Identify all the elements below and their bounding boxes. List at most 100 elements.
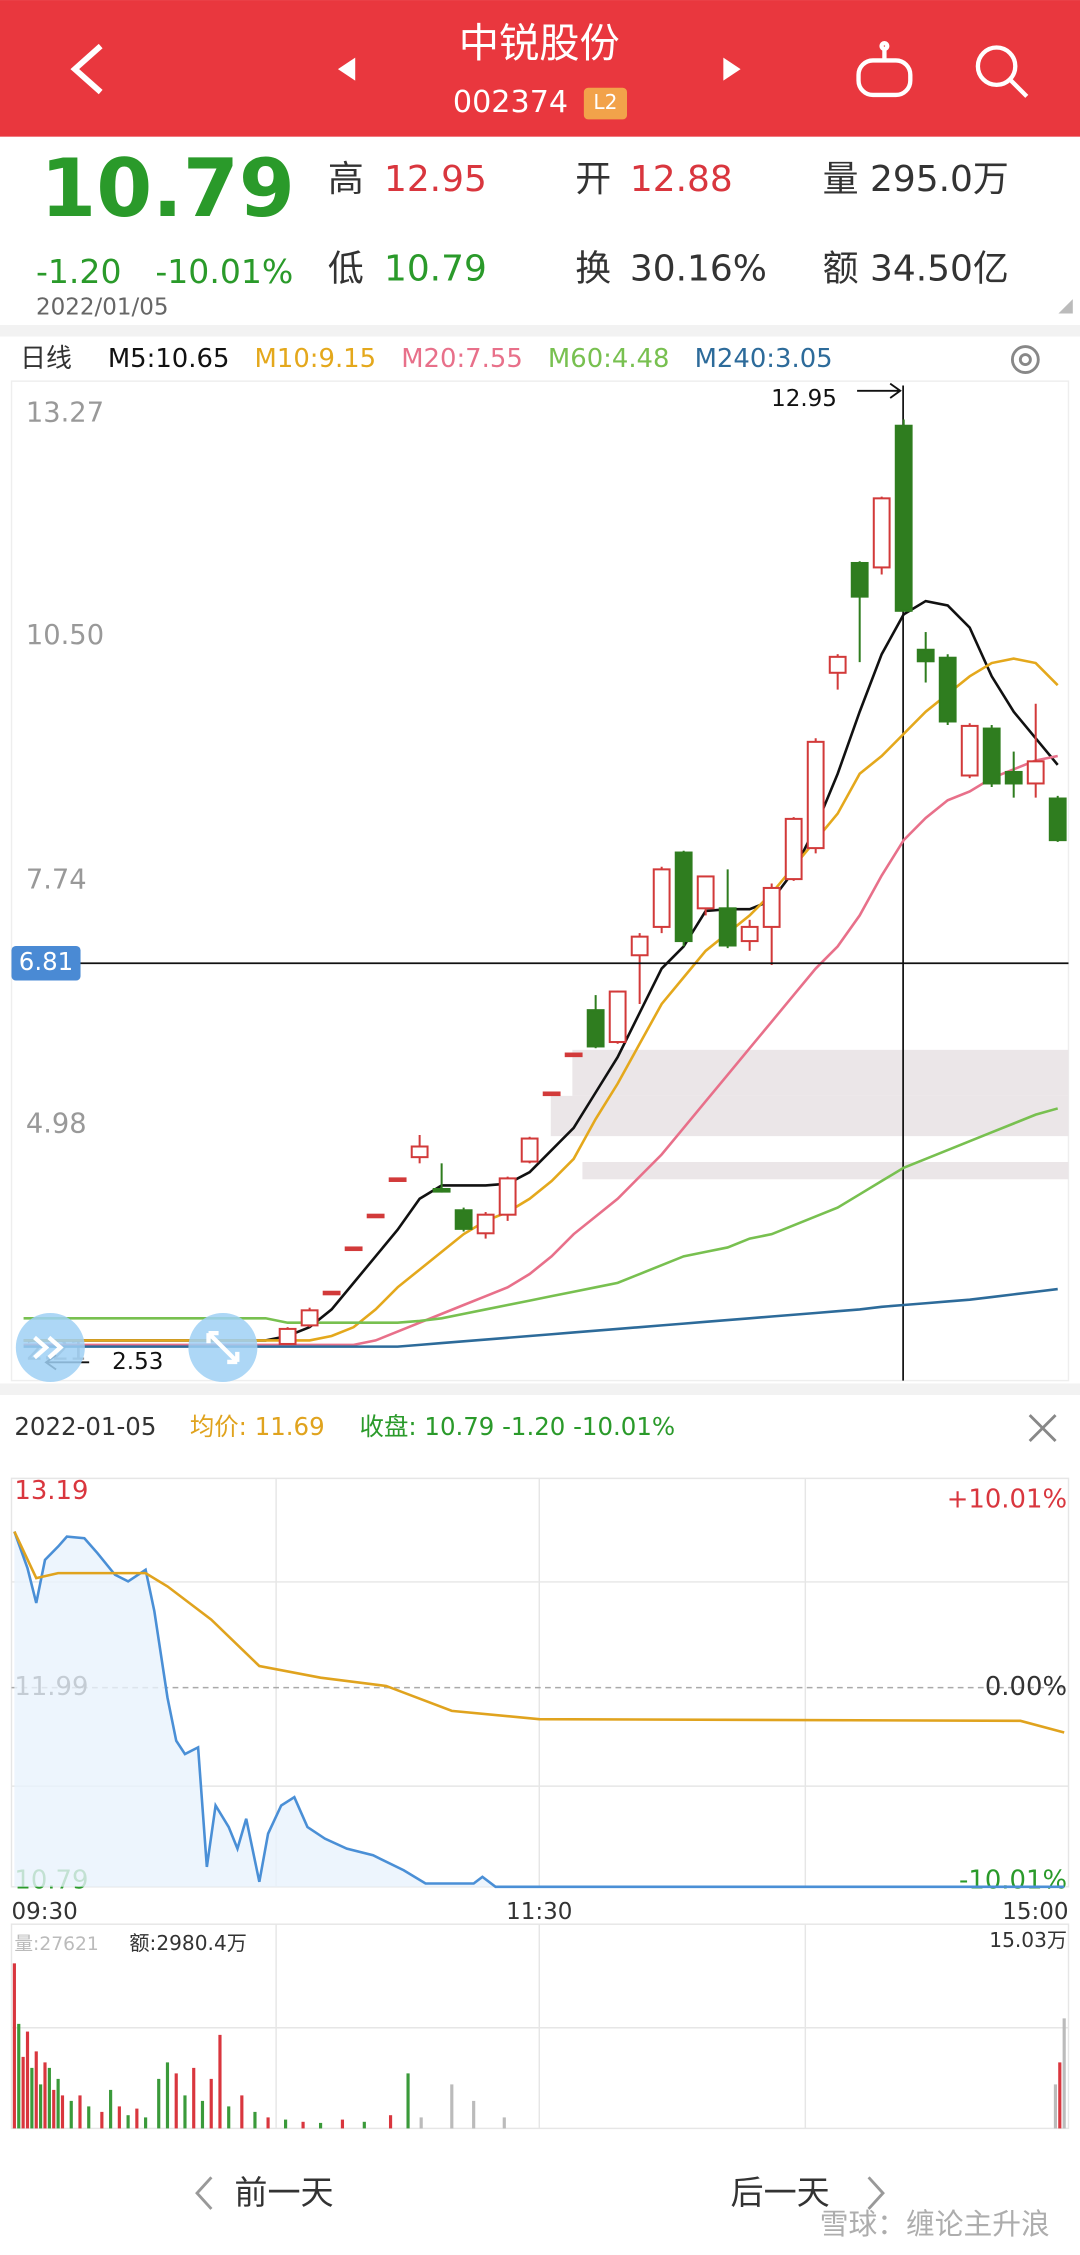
divider	[0, 1383, 1080, 1395]
candle-body	[850, 561, 869, 598]
volume-bar	[227, 2106, 231, 2129]
volume-bar	[17, 2023, 21, 2129]
stock-code: 002374	[453, 85, 568, 120]
next-stock[interactable]	[723, 57, 741, 81]
ma-legend: M20:7.55	[401, 344, 523, 374]
period[interactable]: 日线	[20, 344, 72, 374]
change-pct: -10.01%	[155, 252, 293, 291]
prev-day[interactable]: 前一天	[234, 2173, 333, 2212]
candle-body	[498, 1177, 517, 1216]
ma-line	[23, 1107, 1059, 1325]
volume-bar	[43, 2062, 47, 2129]
volume-bar	[1058, 2062, 1062, 2129]
robot-icon[interactable]	[856, 41, 913, 98]
ma-legend: M10:9.15	[255, 344, 377, 374]
crosshair-label: 6.81	[19, 947, 73, 976]
label: 低	[328, 248, 364, 289]
volume-bar	[69, 2100, 73, 2129]
volume-bar	[30, 2067, 34, 2129]
pct-label: 0.00%	[985, 1672, 1067, 1702]
close-price: 收盘: 10.79 -1.20 -10.01%	[360, 1412, 676, 1441]
candle-body	[960, 724, 979, 777]
expand-icon	[206, 1330, 240, 1365]
volume-bar	[388, 2115, 393, 2129]
value: 30.16%	[630, 248, 767, 289]
candle-body	[696, 875, 715, 910]
volume-bar	[266, 2117, 270, 2129]
avg-price: 均价: 11.69	[190, 1412, 325, 1441]
volume-bar	[135, 2108, 139, 2129]
header-bar	[0, 0, 1080, 137]
collapse-button[interactable]	[15, 1313, 85, 1383]
collapse-icon	[33, 1335, 64, 1360]
prev-stock[interactable]	[337, 57, 356, 81]
volume-bar	[52, 2089, 56, 2129]
volume-bar	[340, 2119, 345, 2129]
volume-bar	[109, 2089, 113, 2129]
candle-body	[366, 1213, 385, 1219]
back-button[interactable]	[70, 43, 103, 95]
y-tick-label: 13.27	[26, 398, 104, 429]
ma-legend: M5:10.65	[108, 344, 230, 374]
change: -1.20	[36, 252, 122, 291]
value: 10.79	[384, 248, 487, 289]
candle-body	[982, 727, 1001, 785]
volume-bar	[78, 2095, 82, 2129]
candle-body	[432, 1188, 451, 1193]
pct-label: -10.01%	[959, 1866, 1067, 1896]
badge-bg	[583, 87, 628, 120]
volume-bar	[502, 2117, 506, 2129]
avg-line	[13, 1531, 1065, 1734]
candle-body	[388, 1177, 407, 1182]
price: 10.79	[40, 141, 295, 235]
label: 额	[823, 248, 859, 289]
value: 34.50亿	[870, 248, 1009, 289]
volume-bar	[192, 2067, 196, 2129]
watermark: 雪球：缠论主升浪	[820, 2207, 1050, 2241]
candle-body	[674, 851, 693, 943]
ma-legend: M60:4.48	[548, 344, 670, 374]
settings-icon[interactable]	[1010, 345, 1040, 374]
candle-body	[762, 886, 781, 928]
candle-body	[344, 1246, 363, 1252]
max-arrow	[857, 382, 902, 399]
badge: L2	[593, 90, 617, 114]
amount-text: 额:2980.4万	[129, 1931, 246, 1955]
candle-body	[1026, 760, 1045, 785]
value: 12.95	[384, 159, 487, 200]
volume-bar	[56, 2078, 60, 2129]
candle-body	[410, 1145, 429, 1159]
y-tick-label: 4.98	[26, 1109, 87, 1140]
y-tick-label: 7.74	[26, 864, 87, 895]
candle-body	[476, 1213, 495, 1235]
candle-body	[784, 817, 803, 881]
volume-bar	[126, 2115, 130, 2129]
vol-max: 15.03万	[989, 1928, 1067, 1952]
volume-bar	[183, 2095, 187, 2129]
intraday-date: 2022-01-05	[14, 1412, 156, 1441]
candle-body	[718, 907, 737, 947]
x-tick-label: 09:30	[12, 1899, 78, 1925]
prev-arrow	[195, 2176, 213, 2210]
volume-bar	[318, 2122, 323, 2129]
candle-body	[564, 1052, 583, 1058]
next-day[interactable]: 后一天	[731, 2173, 830, 2212]
value: 12.88	[630, 159, 733, 200]
label: 开	[575, 159, 611, 200]
value: 295.0万	[870, 159, 1009, 200]
volume-bar	[39, 2084, 43, 2129]
candle-body	[828, 655, 847, 674]
close-button[interactable]	[1028, 1414, 1057, 1443]
volume-bar	[1062, 2018, 1066, 2129]
price-line	[13, 1531, 1065, 1889]
corner-mark	[1058, 299, 1073, 314]
y-tick-label: 13.19	[14, 1476, 88, 1506]
kline-frame	[10, 380, 1070, 1382]
volume-bar	[283, 2119, 288, 2129]
chip-distribution	[550, 1049, 1069, 1180]
candle-body	[894, 424, 913, 612]
search-icon[interactable]	[975, 45, 1029, 98]
volume-bar	[87, 2106, 91, 2129]
volume-bar	[419, 2117, 423, 2129]
candle-body	[806, 740, 825, 850]
